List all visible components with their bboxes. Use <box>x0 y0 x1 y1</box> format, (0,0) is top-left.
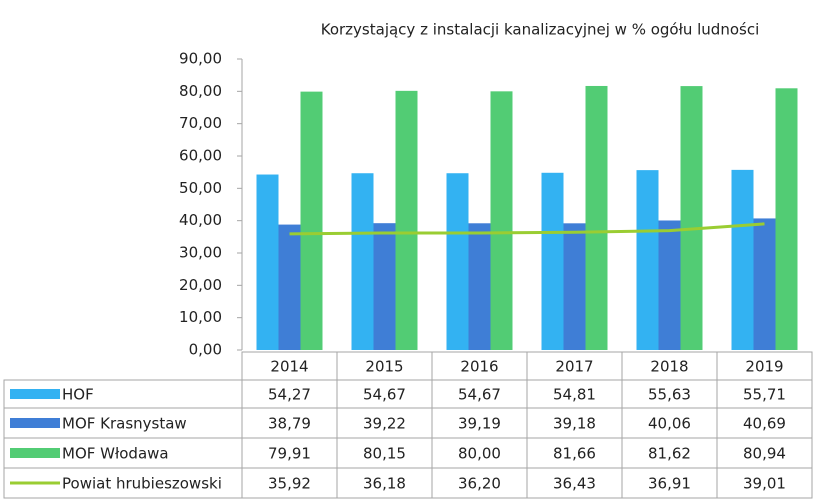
bar <box>680 86 703 350</box>
table-value: 54,27 <box>268 386 311 404</box>
table-value: 80,94 <box>743 445 786 463</box>
line <box>289 222 765 236</box>
table-value: 36,18 <box>363 475 406 493</box>
y-tick-label: 90,00 <box>179 50 222 68</box>
x-tick-label: 2015 <box>365 358 403 376</box>
y-tick-label: 0,00 <box>189 341 222 359</box>
table-value: 54,81 <box>553 386 596 404</box>
legend-label: MOF Krasnystaw <box>62 415 187 433</box>
chart-title: Korzystający z instalacji kanalizacyjnej… <box>321 21 760 39</box>
legend-key <box>10 418 60 428</box>
table-value: 54,67 <box>363 386 406 404</box>
x-tick-label: 2014 <box>270 358 308 376</box>
y-tick-label: 60,00 <box>179 147 222 165</box>
table-value: 80,00 <box>458 445 501 463</box>
bar <box>775 88 798 350</box>
table-value: 39,22 <box>363 415 406 433</box>
bar <box>395 90 418 351</box>
legend-key <box>10 448 60 458</box>
table-value: 81,62 <box>648 445 691 463</box>
bar <box>351 173 374 350</box>
table-value: 40,69 <box>743 415 786 433</box>
bar <box>278 224 301 350</box>
table-value: 40,06 <box>648 415 691 433</box>
bar <box>490 91 513 350</box>
table-value: 36,91 <box>648 475 691 493</box>
table-value: 54,67 <box>458 386 501 404</box>
bar <box>731 169 754 350</box>
bar <box>468 223 491 350</box>
legend-key <box>10 389 60 399</box>
bar <box>658 220 681 350</box>
y-tick-label: 80,00 <box>179 82 222 100</box>
x-tick-label: 2018 <box>650 358 688 376</box>
table-value: 36,43 <box>553 475 596 493</box>
bar <box>256 174 279 350</box>
y-tick-label: 70,00 <box>179 114 222 132</box>
table-value: 55,63 <box>648 386 691 404</box>
bar <box>446 173 469 350</box>
bar <box>585 85 608 350</box>
table-value: 55,71 <box>743 386 786 404</box>
y-tick-label: 40,00 <box>179 211 222 229</box>
x-tick-label: 2017 <box>555 358 593 376</box>
bar <box>636 170 659 350</box>
legend-label: MOF Włodawa <box>62 445 169 463</box>
bar <box>753 218 776 350</box>
x-tick-label: 2016 <box>460 358 498 376</box>
table-cell <box>716 467 813 499</box>
table-value: 39,19 <box>458 415 501 433</box>
table-value: 38,79 <box>268 415 311 433</box>
y-tick-label: 10,00 <box>179 308 222 326</box>
table-value: 35,92 <box>268 475 311 493</box>
y-tick-label: 20,00 <box>179 276 222 294</box>
table-value: 81,66 <box>553 445 596 463</box>
bar <box>541 172 564 350</box>
table-value: 80,15 <box>363 445 406 463</box>
table-value: 39,18 <box>553 415 596 433</box>
table-value: 36,20 <box>458 475 501 493</box>
y-tick-label: 30,00 <box>179 244 222 262</box>
x-tick-label: 2019 <box>745 358 783 376</box>
bar <box>373 223 396 350</box>
legend-label: HOF <box>62 386 94 404</box>
y-tick-label: 50,00 <box>179 179 222 197</box>
table-value: 39,01 <box>743 475 786 493</box>
table-value: 79,91 <box>268 445 311 463</box>
bar <box>300 91 323 351</box>
bar <box>563 223 586 350</box>
legend-label: Powiat hrubieszowski <box>62 475 222 493</box>
